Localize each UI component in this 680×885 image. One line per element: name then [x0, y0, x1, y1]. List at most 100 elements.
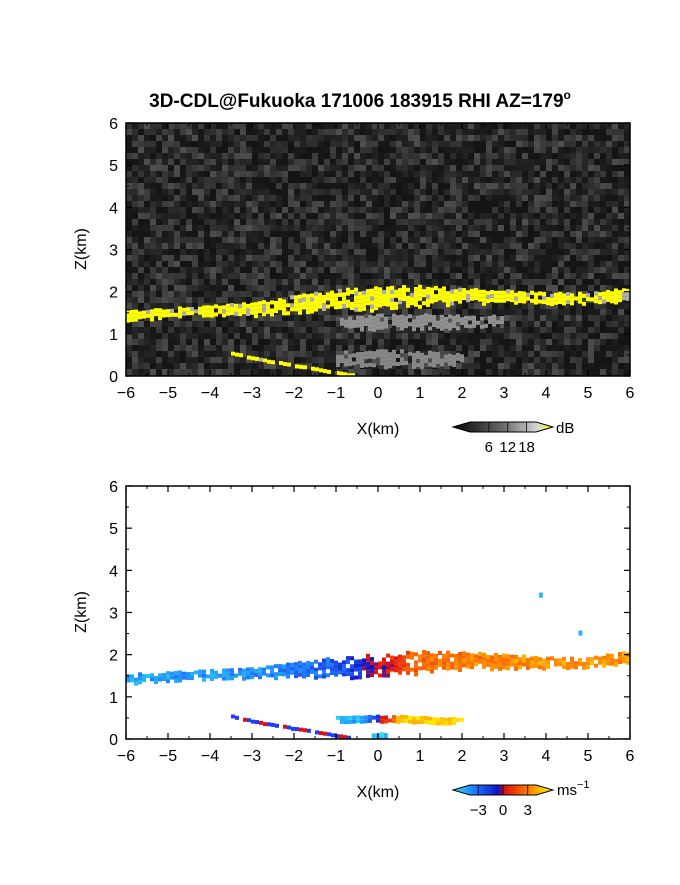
- reflectivity-cell: [570, 293, 574, 297]
- noise-cell: [594, 327, 600, 333]
- noise-cell: [330, 345, 336, 351]
- reflectivity-cell: [614, 292, 618, 296]
- noise-cell: [576, 153, 582, 159]
- noise-cell: [582, 141, 588, 147]
- reflectivity-cell: [426, 299, 430, 303]
- noise-cell: [276, 261, 282, 267]
- noise-cell: [450, 255, 456, 261]
- noise-cell: [144, 195, 150, 201]
- noise-cell: [138, 171, 144, 177]
- reflectivity-cell: [458, 292, 462, 296]
- velocity-cell: [578, 658, 582, 662]
- reflectivity-cell: [442, 290, 446, 294]
- reflectivity-cell: [462, 288, 466, 292]
- noise-cell: [456, 183, 462, 189]
- noise-cell: [570, 219, 576, 225]
- noise-cell: [174, 273, 180, 279]
- noise-cell: [360, 183, 366, 189]
- noise-cell: [462, 183, 468, 189]
- noise-cell: [390, 171, 396, 177]
- reflectivity-cell: [372, 351, 376, 355]
- noise-cell: [486, 249, 492, 255]
- noise-cell: [198, 369, 204, 375]
- reflectivity-cell: [396, 327, 400, 331]
- reflectivity-cell: [446, 295, 450, 299]
- velocity-cell: [306, 673, 310, 677]
- noise-cell: [534, 159, 540, 165]
- noise-cell: [240, 225, 246, 231]
- noise-cell: [462, 237, 468, 243]
- noise-cell: [264, 369, 270, 375]
- reflectivity-cell: [434, 286, 438, 290]
- velocity-cell: [426, 659, 430, 663]
- reflectivity-cell: [416, 319, 420, 323]
- reflectivity-cell: [318, 301, 322, 305]
- noise-cell: [600, 231, 606, 237]
- noise-cell: [132, 231, 138, 237]
- noise-cell: [222, 363, 228, 369]
- noise-cell: [498, 279, 504, 285]
- noise-cell: [462, 231, 468, 237]
- noise-cell: [486, 177, 492, 183]
- reflectivity-cell: [494, 299, 498, 303]
- noise-cell: [372, 183, 378, 189]
- reflectivity-cell: [348, 325, 352, 329]
- velocity-cell: [274, 664, 278, 668]
- noise-cell: [156, 225, 162, 231]
- noise-cell: [606, 345, 612, 351]
- noise-cell: [150, 279, 156, 285]
- reflectivity-cell: [326, 293, 330, 297]
- noise-cell: [498, 285, 504, 291]
- noise-cell: [426, 243, 432, 249]
- noise-cell: [450, 129, 456, 135]
- noise-cell: [492, 255, 498, 261]
- noise-cell: [282, 165, 288, 171]
- noise-cell: [234, 279, 240, 285]
- noise-cell: [618, 315, 624, 321]
- noise-cell: [576, 177, 582, 183]
- velocity-cell: [478, 660, 482, 664]
- noise-cell: [522, 333, 528, 339]
- noise-cell: [252, 231, 258, 237]
- velocity-cell: [287, 725, 291, 729]
- noise-cell: [240, 285, 246, 291]
- velocity-y-tick-label: 1: [109, 690, 118, 707]
- noise-cell: [624, 267, 630, 273]
- noise-cell: [522, 177, 528, 183]
- noise-cell: [180, 141, 186, 147]
- noise-cell: [468, 255, 474, 261]
- reflectivity-cell: [392, 318, 396, 322]
- noise-cell: [210, 243, 216, 249]
- reflectivity-cell: [418, 289, 422, 293]
- noise-cell: [216, 261, 222, 267]
- noise-cell: [366, 183, 372, 189]
- noise-cell: [228, 267, 234, 273]
- noise-cell: [234, 327, 240, 333]
- noise-cell: [552, 225, 558, 231]
- noise-cell: [294, 249, 300, 255]
- noise-cell: [318, 147, 324, 153]
- noise-cell: [390, 123, 396, 129]
- velocity-cell: [282, 664, 286, 668]
- noise-cell: [174, 225, 180, 231]
- noise-cell: [426, 219, 432, 225]
- noise-cell: [162, 333, 168, 339]
- noise-cell: [396, 267, 402, 273]
- noise-cell: [258, 285, 264, 291]
- noise-cell: [600, 129, 606, 135]
- noise-cell: [606, 267, 612, 273]
- noise-cell: [600, 141, 606, 147]
- noise-cell: [276, 219, 282, 225]
- noise-cell: [474, 279, 480, 285]
- noise-cell: [564, 219, 570, 225]
- velocity-cell: [438, 659, 442, 663]
- velocity-cell: [470, 653, 474, 657]
- noise-cell: [282, 291, 288, 297]
- noise-cell: [594, 357, 600, 363]
- noise-cell: [522, 285, 528, 291]
- noise-cell: [192, 129, 198, 135]
- noise-cell: [432, 249, 438, 255]
- noise-cell: [474, 165, 480, 171]
- noise-cell: [438, 273, 444, 279]
- noise-cell: [240, 153, 246, 159]
